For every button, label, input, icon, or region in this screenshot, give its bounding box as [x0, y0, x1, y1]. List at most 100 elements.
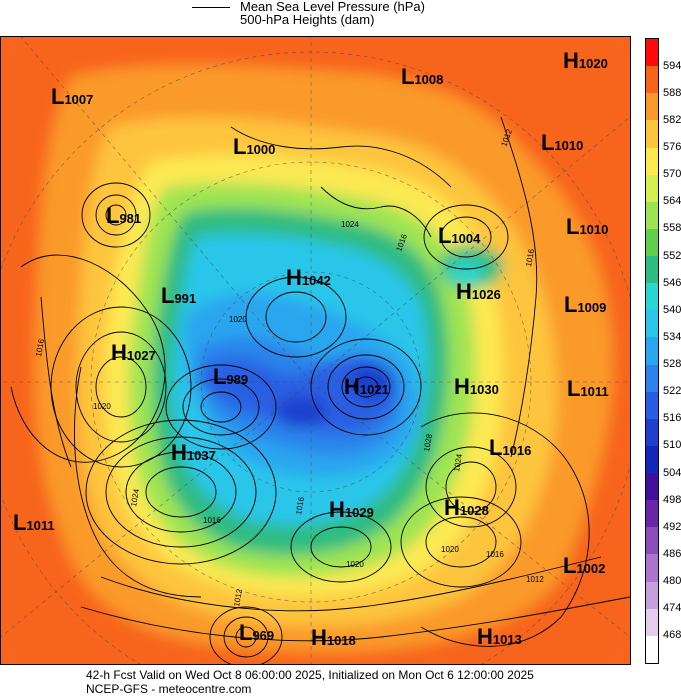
colorbar-label: 534 — [663, 330, 681, 343]
mslp-legend-row: Mean Sea Level Pressure (hPa) — [192, 0, 425, 15]
colorbar-label: 516 — [663, 412, 681, 425]
colorbar-label: 540 — [663, 303, 681, 316]
colorbar-segment — [646, 418, 658, 447]
pressure-center: H1013 — [477, 624, 522, 649]
colorbar-segment — [646, 39, 658, 67]
pressure-center: H1042 — [286, 265, 331, 290]
colorbar-segment — [646, 500, 658, 528]
colorbar-segment — [646, 310, 658, 338]
pressure-center: L1010 — [541, 130, 584, 155]
colorbar-label: 510 — [663, 439, 681, 452]
pressure-center: L1016 — [489, 435, 532, 460]
isobar-label: 1012 — [232, 588, 244, 608]
pressure-center: L1000 — [233, 134, 276, 159]
colorbar-label: 498 — [663, 493, 681, 506]
colorbar-segment — [646, 445, 658, 474]
colorbar-label: 588 — [663, 86, 681, 99]
pressure-center: L1010 — [566, 214, 609, 239]
pressure-center: H1021 — [344, 374, 389, 399]
colorbar-label: 576 — [663, 141, 681, 154]
isobar-label: 1028 — [422, 433, 434, 453]
isobar-label: 1012 — [526, 575, 544, 584]
colorbar-label: 570 — [663, 168, 681, 181]
isobar-label: 1016 — [34, 338, 46, 358]
colorbar-label: 492 — [663, 520, 681, 533]
pressure-center: H1028 — [444, 495, 489, 520]
pressure-center: L991 — [161, 283, 197, 308]
colorbar-label: 594 — [663, 59, 681, 72]
colorbar-label: 468 — [663, 629, 681, 642]
pressure-center: H1018 — [311, 625, 356, 650]
pressure-center: H1029 — [329, 497, 374, 522]
isobar-label: 1020 — [229, 315, 247, 324]
colorbar-segment — [646, 554, 658, 583]
heights-legend-label: 500-hPa Heights (dam) — [240, 12, 375, 27]
colorbar-segment — [646, 228, 658, 257]
pressure-center: L1002 — [563, 553, 606, 578]
colorbar-segment — [646, 256, 658, 284]
colorbar-label: 558 — [663, 222, 681, 235]
colorbar-label: 552 — [663, 249, 681, 262]
colorbar-segment — [646, 93, 658, 121]
colorbar-label: 528 — [663, 358, 681, 371]
pressure-center: L989 — [213, 364, 249, 389]
colorbar-label: 522 — [663, 385, 681, 398]
pressure-center: L969 — [239, 620, 275, 645]
pressure-center: H1026 — [456, 279, 501, 304]
colorbar-segment — [646, 608, 658, 637]
pressure-center: H1037 — [171, 440, 216, 465]
isobar-label: 1024 — [129, 488, 141, 508]
colorbar-label: 546 — [663, 276, 681, 289]
mslp-line-swatch — [192, 6, 230, 8]
pressure-center: L1008 — [401, 64, 444, 89]
colorbar-segment — [646, 635, 658, 663]
isobar-labels: 1024 1016 1016 1020 1020 1024 1016 1016 … — [34, 127, 544, 607]
pressure-center: L1011 — [567, 376, 609, 401]
colorbar-segment — [646, 473, 658, 501]
isobars — [10, 116, 630, 664]
isobar-label: 1020 — [441, 545, 459, 554]
isobar-label: 1016 — [203, 516, 221, 525]
colorbar-segment — [646, 364, 658, 393]
colorbar-label: 564 — [663, 195, 681, 208]
colorbar-segment — [646, 283, 658, 311]
isobar-label: 1016 — [486, 550, 504, 559]
forecast-valid-text: 42-h Fcst Valid on Wed Oct 8 06:00:00 20… — [86, 668, 534, 682]
pressure-center: H1030 — [454, 374, 499, 399]
height-field — [1, 37, 630, 664]
pressure-center: H1020 — [563, 48, 608, 73]
isobar-label: 1020 — [93, 402, 111, 411]
pressure-center: L1007 — [51, 84, 94, 109]
colorbar-segment — [646, 147, 658, 176]
source-credit: NCEP-GFS - meteocentre.com — [86, 682, 252, 696]
forecast-map: 1024 1016 1016 1020 1020 1024 1016 1016 … — [0, 36, 631, 665]
colorbar-label: 474 — [663, 602, 681, 615]
isobar-label: 1024 — [452, 453, 464, 473]
map-canvas: 1024 1016 1016 1020 1020 1024 1016 1016 … — [1, 37, 630, 664]
colorbar-segment — [646, 527, 658, 555]
colorbar-segment — [646, 120, 658, 149]
colorbar-segment — [646, 201, 658, 230]
pressure-center: L1011 — [13, 510, 55, 535]
heights-legend-row: 500-hPa Heights (dam) — [240, 12, 374, 28]
pressure-center: L1009 — [564, 292, 607, 317]
isobar-label: 1016 — [524, 248, 536, 268]
colorbar-segment — [646, 391, 658, 420]
colorbar-segment — [646, 581, 658, 610]
pressure-center: L1004 — [438, 223, 481, 248]
colorbar-label: 486 — [663, 547, 681, 560]
colorbar-label: 582 — [663, 113, 681, 126]
colorbar-segment — [646, 66, 658, 94]
isobar-label: 1020 — [346, 560, 364, 569]
colorbar-label: 480 — [663, 575, 681, 588]
isobar-label: 1016 — [294, 496, 306, 516]
pressure-center: L981 — [106, 203, 142, 228]
map-legend: Mean Sea Level Pressure (hPa) 500-hPa He… — [0, 0, 681, 36]
colorbar-segment — [646, 174, 658, 203]
pressure-center: H1027 — [111, 340, 156, 365]
isobar-label: 1024 — [341, 220, 359, 229]
mslp-legend-label: Mean Sea Level Pressure (hPa) — [240, 0, 425, 14]
colorbar-segment — [646, 337, 658, 366]
height-colorbar — [645, 38, 659, 664]
colorbar-label: 504 — [663, 466, 681, 479]
